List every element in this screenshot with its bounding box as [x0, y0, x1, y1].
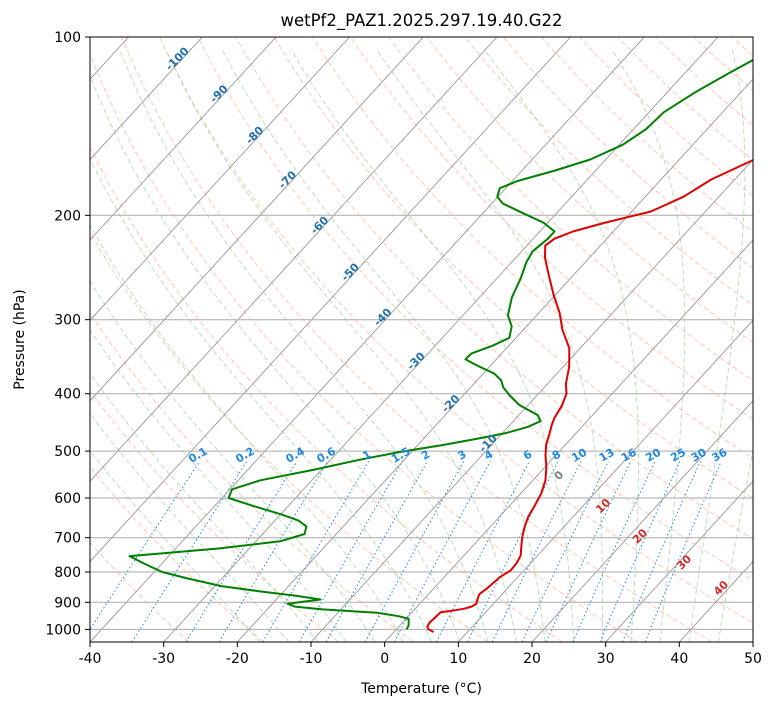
dry-adiabat: [388, 37, 753, 382]
x-tick-label: -20: [226, 651, 249, 667]
moist-adiabat: [90, 450, 261, 642]
x-tick-label: 20: [523, 651, 541, 667]
mixing-ratio-line: [521, 460, 609, 642]
isotherm: [752, 641, 753, 642]
moist-adiabat: [221, 49, 546, 642]
x-tick-label: 0: [380, 651, 389, 667]
chart-series: [128, 58, 753, 633]
moist-adiabat: [611, 49, 686, 642]
dry-adiabat: [90, 466, 264, 642]
moist-adiabat: [90, 157, 432, 642]
x-tick-label: -10: [300, 651, 323, 667]
dry-adiabat: [90, 146, 563, 642]
y-tick-label: 1000: [45, 622, 81, 638]
y-tick-label: 500: [54, 444, 81, 460]
mixing-ratio-line: [262, 460, 370, 642]
y-tick-label: 400: [54, 387, 81, 403]
x-tick-label: 40: [670, 651, 688, 667]
mixing-ratio-line: [621, 460, 701, 642]
dry-adiabat: [90, 390, 339, 642]
x-tick-label: -40: [79, 651, 102, 667]
isotherm: [310, 158, 753, 642]
mixing-ratio-line: [185, 460, 298, 642]
mixing-ratio-line: [491, 460, 582, 642]
dewpoint-line: [128, 58, 753, 630]
moist-adiabat: [90, 280, 376, 642]
plot-frame: [89, 36, 754, 643]
x-tick-label: 30: [597, 651, 615, 667]
moist-adiabat: [90, 74, 461, 642]
moist-adiabat: [290, 49, 575, 642]
temperature-line: [426, 158, 753, 633]
mixing-ratio-line: [218, 460, 329, 642]
isotherm: [605, 480, 753, 642]
isotherm: [90, 37, 645, 642]
moist-adiabat: [90, 224, 404, 642]
isotherm: [90, 37, 424, 402]
y-tick-label: 300: [54, 313, 81, 329]
y-tick-label: 100: [54, 30, 81, 46]
y-tick-label: 800: [54, 565, 81, 581]
mixing-ratio-line: [435, 460, 530, 642]
chart-title: wetPf2_PAZ1.2025.297.19.40.G22: [280, 11, 562, 31]
moist-adiabat: [119, 49, 489, 642]
moist-adiabat: [483, 49, 639, 642]
x-axis-title: Temperature (°C): [360, 681, 482, 697]
y-tick-label: 200: [54, 208, 81, 224]
isotherm: [90, 37, 571, 563]
mixing-ratio-line: [572, 460, 656, 642]
isotherm: [384, 239, 753, 642]
y-tick-label: 700: [54, 531, 81, 547]
x-tick-label: -30: [152, 651, 175, 667]
isotherm: [236, 78, 753, 642]
x-tick-label: 50: [744, 651, 762, 667]
moist-adiabat: [165, 49, 517, 642]
isotherm: [90, 37, 498, 482]
dry-adiabat: [579, 37, 753, 197]
moist-adiabat: [688, 49, 746, 642]
y-axis-title: Pressure (hPa): [12, 289, 28, 389]
moist-adiabat: [717, 447, 753, 642]
mixing-ratio-line: [325, 460, 428, 642]
dry-adiabat: [464, 37, 753, 306]
dry-adiabat: [273, 37, 753, 499]
isotherm: [90, 37, 277, 241]
isotherm: [90, 37, 203, 161]
mixing-ratio-line: [599, 460, 681, 642]
isotherm: [457, 319, 753, 642]
chart-axes: -40 -30 -20 -10 0 10 20 30 40 50 100 200 300 400 500 60…: [45, 30, 762, 667]
dry-adiabat: [235, 37, 753, 540]
dry-adiabat: [502, 37, 753, 269]
y-tick-label: 600: [54, 491, 81, 507]
dry-adiabat: [350, 37, 753, 420]
dry-adiabat: [121, 37, 712, 642]
dry-adiabat: [159, 37, 753, 624]
mixing-ratio-line: [298, 460, 404, 642]
x-tick-label: 10: [449, 651, 467, 667]
isotherm: [163, 37, 719, 642]
y-tick-label: 900: [54, 595, 81, 611]
dry-adiabat: [197, 37, 753, 581]
isotherm: [90, 37, 350, 322]
isotherm: [531, 400, 753, 642]
dry-adiabat: [90, 52, 638, 642]
mixing-ratio-line: [644, 460, 722, 642]
